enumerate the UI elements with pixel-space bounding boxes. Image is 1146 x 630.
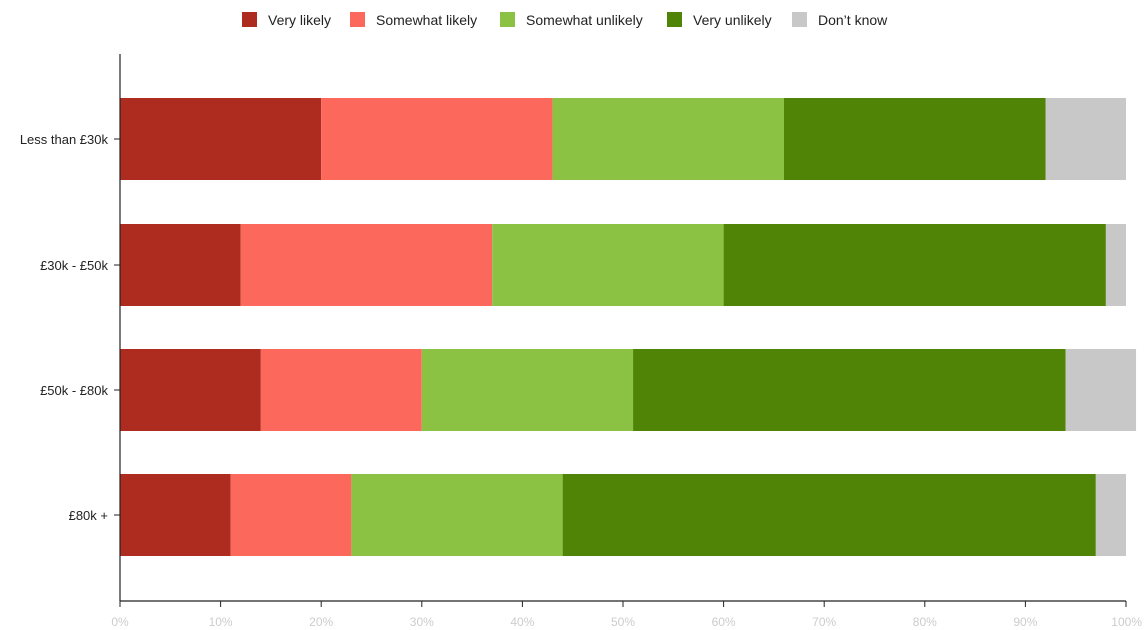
legend-label: Very likely [268, 12, 331, 28]
category-label: £30k - £50k [40, 258, 108, 273]
bar-segment [120, 98, 322, 180]
x-tick-label: 90% [1013, 615, 1037, 629]
legend-swatch [350, 12, 365, 27]
bar-segment [260, 349, 422, 431]
x-tick-label: 0% [111, 615, 129, 629]
x-tick-label: 100% [1111, 615, 1142, 629]
x-axis: 0% 10% 20% 30% 40% 50% 60% 70% 80% 90% 100% [111, 600, 1142, 629]
x-tick-label: 20% [309, 615, 333, 629]
bar-segment [562, 474, 1096, 556]
bar-segment [723, 224, 1106, 306]
legend-swatch [500, 12, 515, 27]
bar-segment [120, 474, 231, 556]
x-tick-label: 30% [410, 615, 434, 629]
legend-label: Don’t know [818, 12, 888, 28]
category-label: £80k + [69, 508, 108, 523]
bar-segment [1065, 349, 1137, 431]
bar-segment [783, 98, 1046, 180]
legend-swatch [792, 12, 807, 27]
legend-label: Somewhat unlikely [526, 12, 643, 28]
x-tick-label: 40% [510, 615, 534, 629]
y-axis: Less than £30k £30k - £50k £50k - £80k £80k… [20, 54, 121, 601]
bar-segment [1105, 224, 1126, 306]
bar-segment [1045, 98, 1126, 180]
x-tick-label: 80% [913, 615, 937, 629]
category-label: Less than £30k [20, 132, 109, 147]
bar-segment [240, 224, 493, 306]
legend-label: Somewhat likely [376, 12, 477, 28]
bar-segment [230, 474, 352, 556]
legend-swatch [667, 12, 682, 27]
x-tick-label: 10% [209, 615, 233, 629]
x-tick-label: 70% [812, 615, 836, 629]
bar-segment [633, 349, 1066, 431]
legend: Very likely Somewhat likely Somewhat unlik… [242, 12, 888, 28]
bar-segment [351, 474, 563, 556]
category-label: £50k - £80k [40, 383, 108, 398]
bar-segment [120, 224, 241, 306]
bar-segment [321, 98, 553, 180]
bar-segment [120, 349, 261, 431]
bar-segment [492, 224, 724, 306]
legend-label: Very unlikely [693, 12, 772, 28]
bar-segment [421, 349, 634, 431]
bar-segment [552, 98, 784, 180]
bar-segment [1095, 474, 1126, 556]
x-tick-label: 50% [611, 615, 635, 629]
plot-area [120, 98, 1137, 556]
legend-swatch [242, 12, 257, 27]
x-tick-label: 60% [712, 615, 736, 629]
